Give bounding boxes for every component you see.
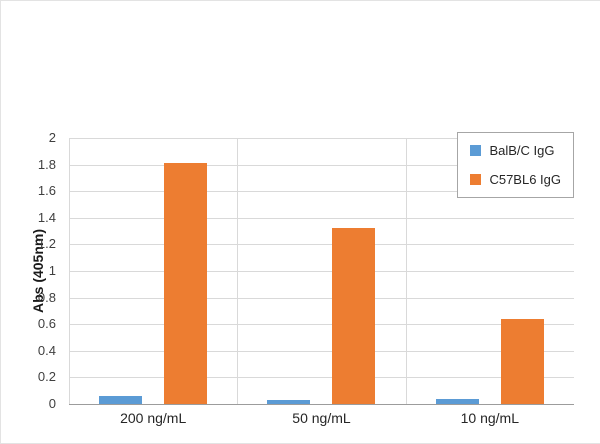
- y-tick-label: 2: [48, 130, 56, 145]
- legend-label: C57BL6 IgG: [489, 172, 561, 187]
- gridline: [69, 217, 574, 219]
- category-group: [69, 138, 237, 404]
- category-group: [406, 138, 574, 404]
- bar-series1-cat0: [164, 163, 208, 404]
- gridline: [69, 324, 574, 326]
- x-axis-line: [69, 404, 574, 405]
- gridline: [69, 164, 574, 166]
- gridline: [69, 297, 574, 299]
- bar-series1-cat1: [332, 228, 376, 404]
- y-tick-label: 0.2: [37, 369, 56, 385]
- gridline: [69, 244, 574, 246]
- gridline: [69, 377, 574, 379]
- legend-label: BalB/C IgG: [489, 143, 555, 158]
- bar-series0-cat0: [99, 396, 143, 404]
- y-tick-label: 1.6: [37, 183, 56, 199]
- y-tick-label: 1.8: [37, 156, 56, 172]
- gridline: [69, 191, 574, 193]
- y-tick-label: 0.6: [37, 316, 56, 332]
- legend-entry-series1: C57BL6 IgG: [470, 172, 561, 187]
- y-tick-label: 1: [48, 263, 56, 278]
- category-group: [237, 138, 405, 404]
- bar-series0-cat2: [435, 398, 479, 404]
- category-separator: [237, 138, 239, 404]
- legend-swatch-icon: [470, 145, 482, 156]
- bar-series0-cat1: [267, 400, 311, 404]
- legend-swatch-icon: [470, 174, 482, 185]
- y-tick-label: 0.4: [37, 342, 56, 358]
- plot-area: BalB/C IgG C57BL6 IgG: [69, 132, 574, 405]
- y-tick-label: 1.4: [37, 209, 56, 225]
- gridline: [69, 271, 574, 272]
- y-axis-line: [69, 138, 70, 404]
- category-separator: [405, 138, 407, 404]
- x-axis-labels: 200 ng/mL 50 ng/mL 10 ng/mL: [69, 410, 574, 430]
- y-tick-label: 0.8: [37, 289, 56, 305]
- legend: BalB/C IgG C57BL6 IgG: [457, 132, 574, 198]
- gridline: [69, 350, 574, 352]
- y-axis-tick-labels: 0 0.2 0.4 0.6 0.8 1 1.2 1.4 1.6 1.8 2: [1, 1, 63, 443]
- bar-series1-cat2: [500, 318, 544, 404]
- y-tick-label: 1.2: [37, 236, 56, 252]
- x-category-label: 200 ng/mL: [120, 410, 187, 426]
- y-tick-label: 0: [48, 396, 56, 411]
- legend-entry-series0: BalB/C IgG: [470, 143, 561, 158]
- x-category-label: 50 ng/mL: [292, 410, 351, 426]
- gridline: [69, 138, 574, 139]
- x-category-label: 10 ng/mL: [460, 410, 519, 426]
